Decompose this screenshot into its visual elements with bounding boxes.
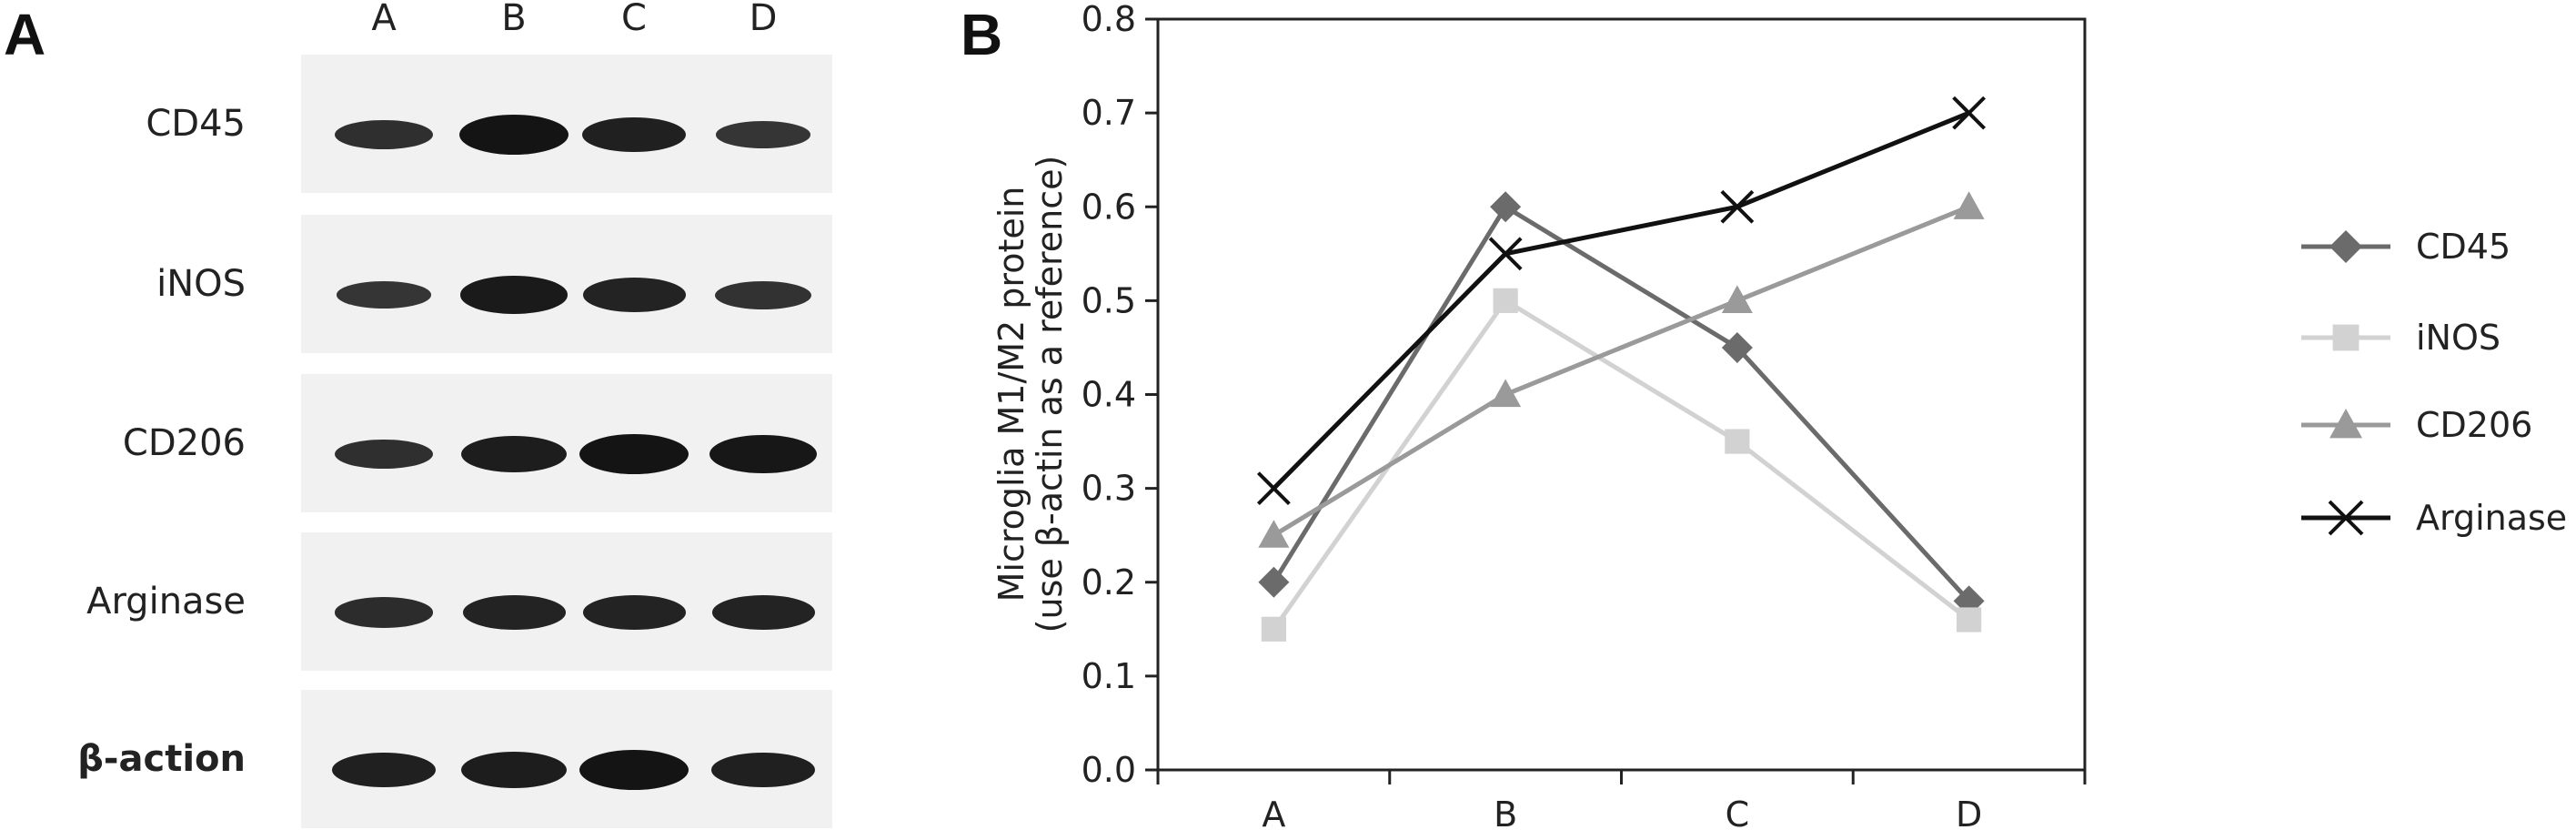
legend-label-inos: iNOS [2416,318,2501,358]
y-axis-label-line-1: Microglia M1/M2 protein [991,187,1031,602]
x-tick-label-b: B [1494,794,1517,835]
blot-strip-cd206 [301,374,832,512]
point-inos-c [1725,429,1750,454]
point-cd45-b [1490,191,1522,223]
band-cd206-d [709,434,818,474]
band-action-a [331,752,437,788]
band-cd206-a [335,439,433,470]
legend-marker-cd206 [2329,409,2362,439]
y-axis-label-line-2: (use β-actin as a reference) [1030,156,1070,633]
blot-label-cd45: CD45 [146,103,246,145]
point-cd45-a [1258,566,1290,598]
legend-marker-arginase [2328,500,2364,536]
blot-label-action: β-action [77,738,246,780]
plot-frame [1156,17,2087,772]
legend-label-cd45: CD45 [2416,227,2511,267]
y-tick-label: 0.3 [1082,469,1136,509]
panel-b-letter: B [961,2,1003,67]
point-cd45-c [1721,331,1753,363]
blot-label-inos: iNOS [156,263,246,305]
band-action-b [461,751,567,789]
blot-strip-action [301,690,832,828]
band-inos-c [582,278,686,312]
series-line-cd45 [1272,203,1971,603]
y-tick-label: 0.7 [1082,93,1136,133]
band-cd206-b [461,435,567,473]
point-inos-a [1261,616,1286,642]
band-cd206-c [579,434,689,474]
blot-strip-arginase [301,532,832,671]
lane-label-b: B [501,0,527,39]
y-tick-label: 0.2 [1082,562,1136,602]
blot-label-cd206: CD206 [122,422,246,464]
blot-label-arginase: Arginase [86,581,246,622]
series-line-cd206 [1273,204,1970,538]
y-tick-label: 0.0 [1082,750,1136,790]
legend-marker-cd45 [2329,230,2362,263]
blot-strip-inos [301,215,832,353]
point-arginase-b [1488,237,1523,271]
blot-strip-cd45 [301,55,832,193]
lane-label-c: C [621,0,647,39]
point-arginase-d [1952,96,1987,130]
band-inos-d [715,280,811,309]
band-arginase-c [582,595,686,630]
panel-a-letter: A [4,2,46,67]
legend-label-arginase: Arginase [2416,498,2567,538]
point-inos-b [1493,288,1518,313]
protein-line-chart: 0.0 0.1 0.2 0.3 0.4 0.5 0.6 0.7 0.8 A B C D Microglia… [991,0,2567,835]
band-inos-b [460,276,568,314]
band-arginase-d [711,595,815,630]
point-inos-d [1957,607,1982,633]
point-cd206-a [1258,520,1290,548]
point-arginase-a [1256,471,1291,506]
y-tick-label: 0.8 [1082,0,1136,39]
x-tick-label-c: C [1726,794,1750,835]
band-inos-a [336,281,432,309]
band-arginase-b [462,595,566,630]
band-action-c [579,750,689,790]
point-cd206-c [1721,285,1753,313]
y-tick-label: 0.5 [1082,280,1136,320]
legend-marker-inos [2332,324,2360,351]
y-tick-label: 0.4 [1082,375,1136,415]
y-tick-label: 0.1 [1082,656,1136,696]
band-cd45-c [581,116,687,153]
band-cd45-b [459,115,569,155]
y-tick-label: 0.6 [1082,187,1136,227]
x-tick-label-a: A [1262,794,1285,835]
lane-label-a: A [371,0,397,39]
band-action-d [710,752,816,788]
point-cd206-d [1953,191,1985,219]
band-cd45-d [715,121,811,148]
point-arginase-c [1720,189,1755,224]
legend-label-cd206: CD206 [2416,405,2532,445]
series-line-arginase [1272,110,1970,491]
band-cd45-a [335,119,433,150]
point-cd206-b [1490,379,1522,408]
x-tick-label-d: D [1956,794,1982,835]
lane-label-d: D [749,0,778,39]
band-arginase-a [334,597,434,628]
